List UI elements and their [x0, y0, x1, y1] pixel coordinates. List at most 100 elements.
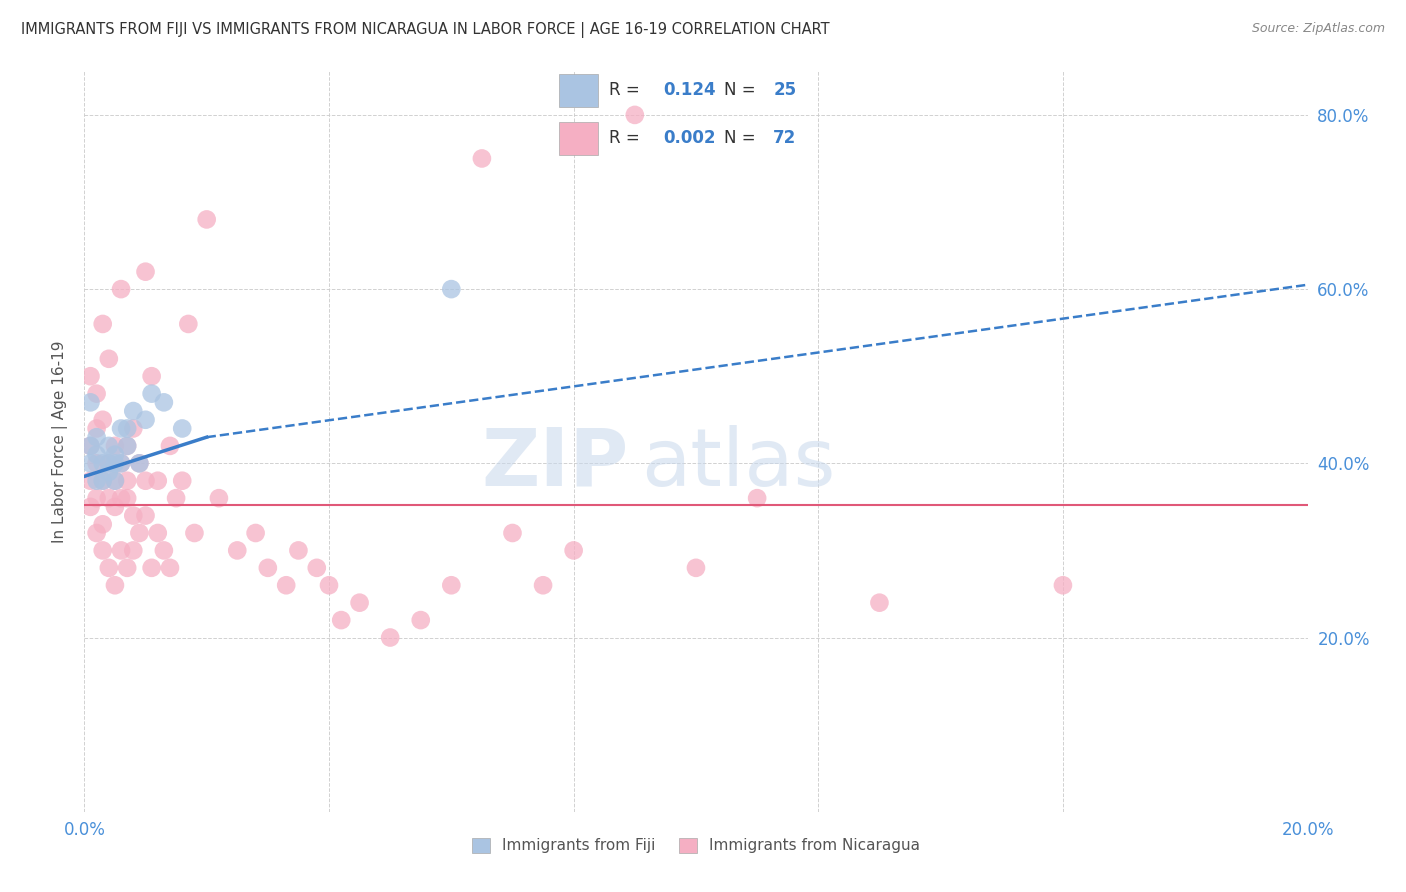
Point — [104, 439, 127, 453]
Point — [91, 317, 114, 331]
Point — [79, 500, 101, 514]
Point — [141, 561, 163, 575]
Point — [110, 491, 132, 505]
Point — [135, 508, 157, 523]
Point — [153, 395, 176, 409]
Point — [97, 439, 120, 453]
Point — [115, 439, 138, 453]
Point — [146, 474, 169, 488]
Point — [685, 561, 707, 575]
Point — [177, 317, 200, 331]
FancyBboxPatch shape — [560, 122, 598, 155]
Point — [79, 474, 101, 488]
Point — [79, 439, 101, 453]
Point — [287, 543, 309, 558]
Point — [624, 108, 647, 122]
Point — [86, 430, 108, 444]
Point — [128, 526, 150, 541]
Text: 25: 25 — [773, 81, 796, 99]
Point — [104, 578, 127, 592]
Point — [440, 578, 463, 592]
Point — [146, 526, 169, 541]
Point — [869, 596, 891, 610]
Point — [86, 491, 108, 505]
Point — [172, 474, 194, 488]
Point — [97, 456, 120, 470]
Point — [122, 543, 145, 558]
Point — [135, 474, 157, 488]
Point — [110, 282, 132, 296]
Point — [97, 456, 120, 470]
Point — [135, 265, 157, 279]
Point — [86, 474, 108, 488]
Point — [79, 439, 101, 453]
Point — [122, 421, 145, 435]
Point — [531, 578, 554, 592]
Point — [86, 421, 108, 435]
Point — [141, 386, 163, 401]
FancyBboxPatch shape — [560, 74, 598, 106]
Point — [91, 474, 114, 488]
Point — [305, 561, 328, 575]
Point — [86, 526, 108, 541]
Point — [104, 500, 127, 514]
Point — [257, 561, 280, 575]
Point — [91, 456, 114, 470]
Point — [409, 613, 432, 627]
Point — [110, 421, 132, 435]
Text: 0.002: 0.002 — [664, 129, 716, 147]
Point — [165, 491, 187, 505]
Text: R =: R = — [609, 129, 645, 147]
Point — [86, 386, 108, 401]
Point — [91, 543, 114, 558]
Point — [104, 448, 127, 462]
Point — [97, 465, 120, 479]
Point — [86, 456, 108, 470]
Text: R =: R = — [609, 81, 645, 99]
Point — [86, 448, 108, 462]
Legend: Immigrants from Fiji, Immigrants from Nicaragua: Immigrants from Fiji, Immigrants from Ni… — [465, 831, 927, 860]
Point — [226, 543, 249, 558]
Point — [97, 491, 120, 505]
Point — [110, 456, 132, 470]
Point — [104, 474, 127, 488]
Point — [183, 526, 205, 541]
Point — [245, 526, 267, 541]
Point — [153, 543, 176, 558]
Text: N =: N = — [724, 129, 761, 147]
Point — [502, 526, 524, 541]
Text: atlas: atlas — [641, 425, 835, 503]
Point — [115, 421, 138, 435]
Point — [115, 491, 138, 505]
Point — [104, 474, 127, 488]
Point — [562, 543, 585, 558]
Point — [91, 474, 114, 488]
Point — [208, 491, 231, 505]
Point — [104, 456, 127, 470]
Point — [1052, 578, 1074, 592]
Text: 72: 72 — [773, 129, 796, 147]
Point — [159, 439, 181, 453]
Point — [115, 439, 138, 453]
Point — [747, 491, 769, 505]
Point — [122, 404, 145, 418]
Point — [471, 152, 494, 166]
Point — [172, 421, 194, 435]
Point — [440, 282, 463, 296]
Point — [79, 456, 101, 470]
Point — [128, 456, 150, 470]
Point — [380, 631, 402, 645]
Point — [318, 578, 340, 592]
Point — [122, 508, 145, 523]
Point — [91, 413, 114, 427]
Text: N =: N = — [724, 81, 761, 99]
Point — [115, 561, 138, 575]
Point — [79, 369, 101, 384]
Point — [141, 369, 163, 384]
Point — [128, 456, 150, 470]
Point — [135, 413, 157, 427]
Point — [97, 351, 120, 366]
Y-axis label: In Labor Force | Age 16-19: In Labor Force | Age 16-19 — [52, 340, 67, 543]
Point — [79, 395, 101, 409]
Point — [115, 474, 138, 488]
